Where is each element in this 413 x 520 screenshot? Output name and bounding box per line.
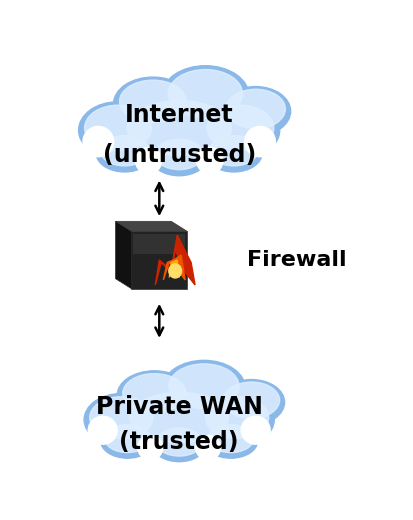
Polygon shape — [169, 260, 179, 278]
Ellipse shape — [113, 77, 192, 130]
Polygon shape — [115, 222, 187, 231]
Ellipse shape — [100, 136, 148, 166]
Polygon shape — [115, 222, 131, 289]
Ellipse shape — [123, 373, 185, 413]
Ellipse shape — [138, 435, 162, 460]
Ellipse shape — [88, 416, 117, 444]
Ellipse shape — [104, 425, 150, 452]
Ellipse shape — [241, 416, 269, 444]
Polygon shape — [163, 255, 185, 280]
Text: Firewall: Firewall — [246, 250, 346, 270]
Text: (untrusted): (untrusted) — [102, 143, 255, 167]
Ellipse shape — [225, 89, 285, 128]
Ellipse shape — [156, 428, 202, 456]
Ellipse shape — [118, 96, 240, 164]
Ellipse shape — [169, 264, 181, 278]
Ellipse shape — [244, 126, 275, 157]
Ellipse shape — [209, 136, 257, 166]
Ellipse shape — [135, 147, 161, 174]
Polygon shape — [131, 231, 187, 289]
Ellipse shape — [201, 102, 279, 159]
Ellipse shape — [78, 102, 157, 159]
Ellipse shape — [220, 86, 290, 136]
Ellipse shape — [100, 423, 154, 458]
Ellipse shape — [196, 147, 222, 174]
Ellipse shape — [205, 134, 261, 172]
Ellipse shape — [96, 134, 152, 172]
Ellipse shape — [121, 388, 237, 451]
Ellipse shape — [169, 364, 239, 409]
Ellipse shape — [127, 100, 230, 155]
Ellipse shape — [83, 126, 113, 157]
Text: (trusted): (trusted) — [119, 430, 238, 454]
Ellipse shape — [150, 138, 207, 176]
Ellipse shape — [207, 425, 253, 452]
Ellipse shape — [204, 423, 257, 458]
Ellipse shape — [205, 397, 268, 438]
Ellipse shape — [130, 393, 228, 443]
Ellipse shape — [223, 382, 279, 419]
Polygon shape — [155, 235, 195, 285]
Ellipse shape — [161, 66, 249, 126]
Ellipse shape — [162, 360, 245, 416]
Ellipse shape — [119, 80, 186, 123]
Ellipse shape — [199, 394, 273, 446]
Ellipse shape — [84, 105, 151, 151]
Text: Internet: Internet — [125, 103, 233, 127]
Polygon shape — [133, 234, 185, 254]
Ellipse shape — [152, 427, 206, 462]
Ellipse shape — [117, 371, 191, 420]
Ellipse shape — [154, 139, 203, 170]
Ellipse shape — [90, 397, 152, 438]
Text: Private WAN: Private WAN — [95, 395, 262, 419]
Ellipse shape — [206, 105, 273, 151]
Ellipse shape — [195, 435, 220, 460]
Ellipse shape — [84, 394, 158, 446]
Ellipse shape — [168, 70, 242, 118]
Ellipse shape — [218, 380, 284, 425]
